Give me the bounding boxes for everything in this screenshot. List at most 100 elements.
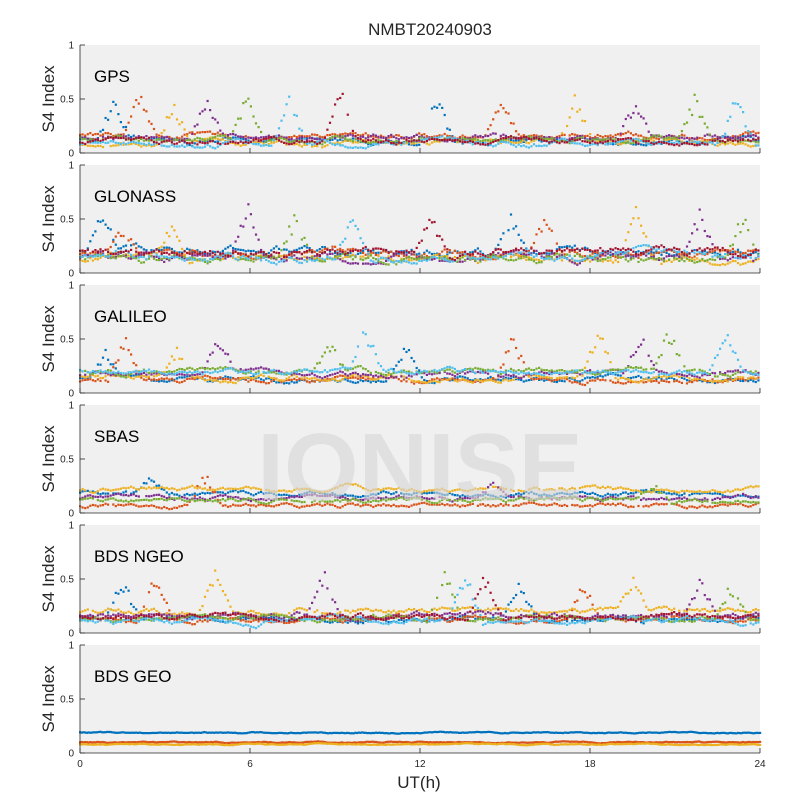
data-point	[193, 378, 196, 381]
data-point	[721, 373, 724, 376]
data-point	[382, 256, 385, 259]
data-point	[632, 141, 635, 144]
data-point	[540, 252, 543, 255]
data-point	[142, 248, 145, 251]
data-point	[634, 141, 638, 144]
data-point	[545, 137, 548, 140]
data-point	[219, 252, 222, 255]
data-point	[469, 379, 472, 382]
data-point	[295, 114, 298, 117]
data-point	[275, 263, 278, 266]
data-point	[652, 254, 655, 257]
data-point	[678, 138, 681, 141]
data-point	[548, 136, 551, 139]
data-point	[573, 259, 576, 262]
data-point	[739, 140, 742, 143]
data-point	[535, 377, 538, 380]
data-point	[280, 379, 283, 382]
data-point	[525, 373, 528, 376]
data-point	[461, 141, 464, 144]
data-point	[448, 372, 451, 375]
data-point	[173, 370, 176, 373]
data-point	[158, 142, 161, 145]
data-point	[466, 139, 469, 142]
data-point	[640, 139, 643, 143]
data-point	[469, 254, 472, 257]
data-point	[662, 259, 666, 262]
data-point	[211, 146, 214, 149]
data-point	[101, 138, 105, 141]
data-point	[609, 142, 612, 145]
data-point	[418, 139, 421, 142]
data-point	[387, 259, 390, 262]
data-point	[147, 255, 151, 258]
data-point	[203, 108, 207, 111]
data-point	[645, 141, 648, 144]
data-point	[206, 252, 209, 255]
data-point	[749, 370, 752, 373]
data-point	[254, 380, 258, 383]
data-point	[530, 140, 533, 143]
data-point	[591, 379, 594, 382]
data-point	[305, 380, 309, 383]
data-point	[535, 262, 538, 265]
data-point	[739, 138, 742, 141]
data-point	[543, 379, 546, 382]
data-point	[589, 137, 592, 141]
data-point	[170, 247, 173, 251]
data-point	[173, 253, 176, 256]
data-point	[183, 137, 186, 140]
data-point	[583, 144, 587, 147]
data-point	[188, 252, 191, 255]
data-point	[173, 142, 176, 146]
data-point	[397, 254, 400, 258]
data-point	[165, 377, 168, 380]
data-point	[729, 370, 732, 373]
data-point	[525, 255, 528, 259]
data-point	[254, 252, 258, 255]
data-point	[688, 369, 691, 372]
data-point	[96, 378, 99, 381]
data-point	[563, 141, 566, 144]
data-point	[193, 369, 196, 372]
data-point	[257, 376, 260, 379]
data-point	[754, 138, 757, 141]
data-point	[512, 250, 515, 253]
data-point	[372, 140, 375, 143]
data-point	[367, 145, 370, 148]
data-point	[451, 377, 454, 380]
data-point	[713, 381, 717, 385]
data-point	[298, 137, 301, 140]
data-point	[158, 370, 161, 374]
data-point	[448, 249, 451, 252]
data-point	[196, 123, 199, 126]
data-point	[499, 366, 502, 369]
data-point	[326, 377, 329, 380]
data-point	[726, 142, 729, 145]
data-point	[594, 141, 597, 144]
data-point	[104, 138, 107, 141]
data-point	[708, 138, 711, 142]
data-point	[341, 140, 344, 143]
data-point	[479, 258, 482, 261]
data-point	[423, 251, 426, 254]
data-point	[673, 141, 676, 145]
data-point	[535, 258, 538, 261]
data-point	[318, 376, 321, 379]
data-point	[642, 144, 645, 147]
data-point	[680, 136, 683, 139]
data-point	[410, 250, 413, 253]
data-point	[316, 145, 319, 148]
data-point	[226, 367, 230, 370]
data-point	[94, 380, 97, 383]
data-point	[344, 135, 347, 138]
data-point	[589, 255, 592, 258]
data-point	[456, 376, 459, 379]
data-point	[683, 374, 686, 377]
data-point	[341, 252, 344, 255]
data-point	[532, 260, 536, 263]
data-point	[323, 250, 326, 253]
data-point	[237, 143, 240, 146]
data-point	[683, 123, 686, 126]
data-point	[382, 373, 385, 376]
